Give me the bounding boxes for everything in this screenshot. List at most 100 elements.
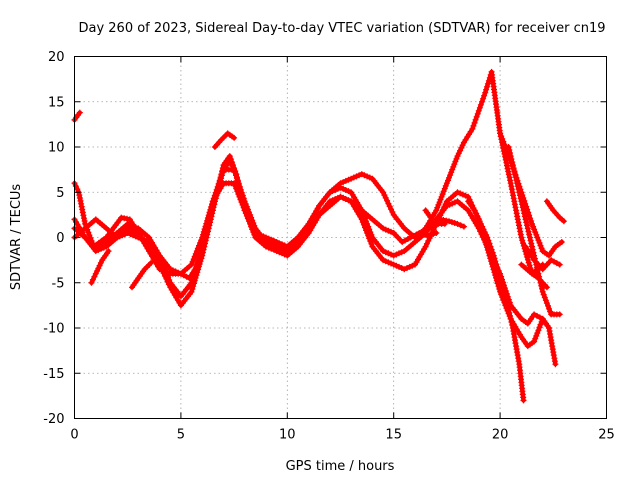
data-point xyxy=(361,172,368,179)
data-point xyxy=(485,237,492,244)
data-point xyxy=(135,234,142,241)
data-point xyxy=(194,260,201,267)
data-point xyxy=(472,210,479,217)
data-point xyxy=(191,268,198,275)
data-point xyxy=(502,156,509,163)
x-tick-label: 20 xyxy=(492,428,509,443)
data-point xyxy=(477,101,484,108)
data-point xyxy=(533,332,540,339)
data-point xyxy=(510,192,517,199)
data-point xyxy=(510,165,517,172)
data-point xyxy=(474,212,481,219)
data-point xyxy=(192,265,199,272)
data-point xyxy=(508,156,515,163)
data-point xyxy=(445,177,451,184)
data-point xyxy=(498,133,505,140)
data-point xyxy=(479,223,486,230)
data-point xyxy=(513,177,520,184)
data-point xyxy=(514,180,521,187)
data-point xyxy=(74,186,81,193)
data-point xyxy=(238,199,245,206)
data-point xyxy=(556,261,563,268)
data-point xyxy=(476,104,483,111)
data-point xyxy=(482,89,489,96)
data-point xyxy=(188,279,195,286)
data-point xyxy=(499,283,506,290)
data-point xyxy=(534,267,541,274)
x-tick-label: 25 xyxy=(598,428,615,443)
data-point xyxy=(124,220,131,227)
data-point xyxy=(165,274,172,281)
data-point xyxy=(537,242,544,249)
data-point xyxy=(169,267,176,274)
data-point xyxy=(381,192,388,199)
data-point xyxy=(472,116,479,123)
data-point xyxy=(529,243,535,250)
data-point xyxy=(122,231,128,238)
data-point xyxy=(490,252,497,259)
data-point xyxy=(97,259,104,266)
data-point xyxy=(507,150,513,156)
data-point xyxy=(219,169,226,176)
data-point xyxy=(532,335,539,342)
data-point xyxy=(520,207,527,214)
data-point xyxy=(188,261,195,268)
data-point xyxy=(530,223,537,230)
data-point xyxy=(539,288,546,295)
series-line xyxy=(72,153,558,367)
data-point xyxy=(446,218,452,225)
data-point xyxy=(230,162,236,169)
data-point xyxy=(483,86,490,93)
data-point xyxy=(79,206,86,213)
data-point xyxy=(495,269,502,276)
data-point xyxy=(281,242,288,249)
y-tick-label: -5 xyxy=(52,276,65,291)
data-point xyxy=(481,229,488,236)
data-point xyxy=(506,309,513,316)
data-point xyxy=(424,232,431,239)
data-point xyxy=(257,232,264,239)
data-point xyxy=(520,397,527,404)
data-point xyxy=(202,223,209,230)
data-point xyxy=(473,113,480,120)
data-point xyxy=(489,249,496,256)
data-point xyxy=(513,207,520,214)
data-point xyxy=(386,203,393,210)
series-s8 xyxy=(129,259,155,291)
data-point xyxy=(209,201,215,208)
data-point xyxy=(342,187,349,193)
data-point xyxy=(105,248,112,255)
data-point xyxy=(558,239,565,245)
data-point xyxy=(92,270,99,277)
data-point xyxy=(244,213,251,219)
data-point xyxy=(528,240,535,247)
data-point xyxy=(166,277,173,283)
data-point xyxy=(514,349,521,356)
data-point xyxy=(471,119,478,126)
data-point xyxy=(526,212,533,219)
x-tick-label: 0 xyxy=(70,428,78,443)
series-s12 xyxy=(465,198,527,404)
data-point xyxy=(516,225,523,232)
data-point xyxy=(518,198,525,205)
data-point xyxy=(477,220,484,227)
data-point xyxy=(505,306,512,313)
data-point xyxy=(342,196,349,202)
data-point xyxy=(232,182,239,189)
data-point xyxy=(342,177,349,184)
data-point xyxy=(491,255,498,262)
data-point xyxy=(533,231,540,238)
data-point xyxy=(416,230,423,236)
data-point xyxy=(448,169,455,176)
data-point xyxy=(425,237,432,244)
data-point xyxy=(95,265,102,272)
data-point xyxy=(198,237,205,244)
x-tick-label: 5 xyxy=(177,428,185,443)
data-point xyxy=(194,245,201,252)
data-point xyxy=(366,226,373,233)
data-point xyxy=(535,327,542,334)
data-point xyxy=(390,252,397,259)
data-point xyxy=(231,180,238,187)
series-s3 xyxy=(71,153,559,368)
